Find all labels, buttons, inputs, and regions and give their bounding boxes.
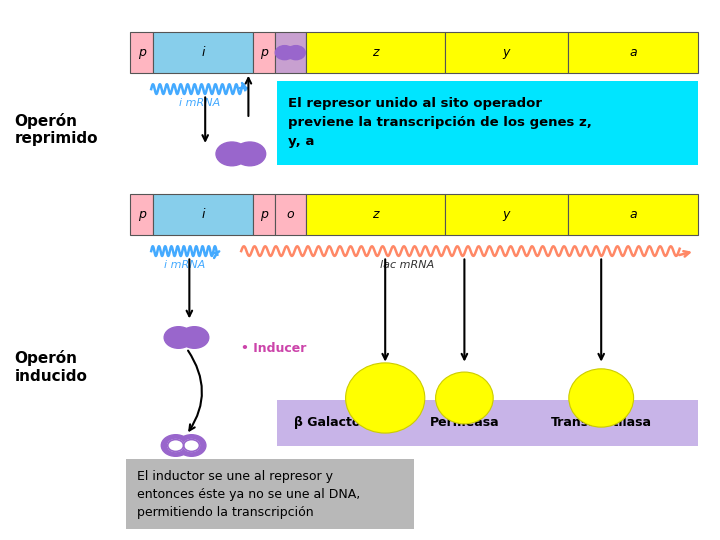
Text: a: a bbox=[629, 46, 636, 59]
Text: i mRNA: i mRNA bbox=[164, 260, 206, 271]
Text: p: p bbox=[138, 46, 145, 59]
Text: i: i bbox=[202, 46, 205, 59]
Circle shape bbox=[287, 46, 305, 60]
Bar bbox=[253, 194, 274, 235]
Bar bbox=[153, 32, 253, 73]
Bar bbox=[306, 194, 445, 235]
Text: i mRNA: i mRNA bbox=[179, 98, 220, 109]
Text: Operón
inducido: Operón inducido bbox=[14, 350, 87, 384]
Circle shape bbox=[184, 440, 199, 451]
Text: Operón
reprimido: Operón reprimido bbox=[14, 113, 98, 146]
Bar bbox=[277, 81, 698, 165]
Text: Permeasa: Permeasa bbox=[430, 416, 499, 429]
Circle shape bbox=[234, 142, 266, 166]
Bar bbox=[445, 32, 567, 73]
Bar bbox=[126, 459, 414, 529]
Circle shape bbox=[177, 435, 206, 456]
Circle shape bbox=[180, 327, 209, 348]
Circle shape bbox=[275, 46, 294, 60]
Ellipse shape bbox=[569, 369, 634, 427]
Bar bbox=[567, 194, 698, 235]
Text: El represor unido al sito operador
previene la transcripción de los genes z,
y, : El represor unido al sito operador previ… bbox=[288, 97, 592, 149]
Bar bbox=[306, 32, 445, 73]
Bar bbox=[567, 32, 698, 73]
Text: o: o bbox=[287, 208, 294, 221]
Bar bbox=[277, 400, 698, 446]
Text: a: a bbox=[629, 208, 636, 221]
Bar bbox=[130, 194, 153, 235]
Text: lac mRNA: lac mRNA bbox=[379, 260, 434, 271]
Text: p: p bbox=[260, 46, 268, 59]
Text: Transacetilasa: Transacetilasa bbox=[551, 416, 652, 429]
Text: β Galactosidasa: β Galactosidasa bbox=[294, 416, 405, 429]
Text: i: i bbox=[202, 208, 205, 221]
Bar bbox=[445, 194, 567, 235]
Text: z: z bbox=[372, 208, 379, 221]
Bar bbox=[253, 32, 274, 73]
Text: y: y bbox=[503, 46, 510, 59]
Bar bbox=[274, 194, 306, 235]
Bar bbox=[130, 32, 153, 73]
Bar bbox=[274, 32, 306, 73]
Ellipse shape bbox=[346, 363, 425, 433]
Ellipse shape bbox=[436, 372, 493, 424]
Text: El inductor se une al represor y
entonces éste ya no se une al DNA,
permitiendo : El inductor se une al represor y entonce… bbox=[137, 470, 360, 518]
Text: • Inducer: • Inducer bbox=[241, 342, 307, 355]
Circle shape bbox=[161, 435, 190, 456]
Text: y: y bbox=[503, 208, 510, 221]
Text: p: p bbox=[138, 208, 145, 221]
Circle shape bbox=[168, 440, 184, 451]
Text: p: p bbox=[260, 208, 268, 221]
Circle shape bbox=[216, 142, 248, 166]
Circle shape bbox=[164, 327, 193, 348]
Bar bbox=[153, 194, 253, 235]
Text: z: z bbox=[372, 46, 379, 59]
